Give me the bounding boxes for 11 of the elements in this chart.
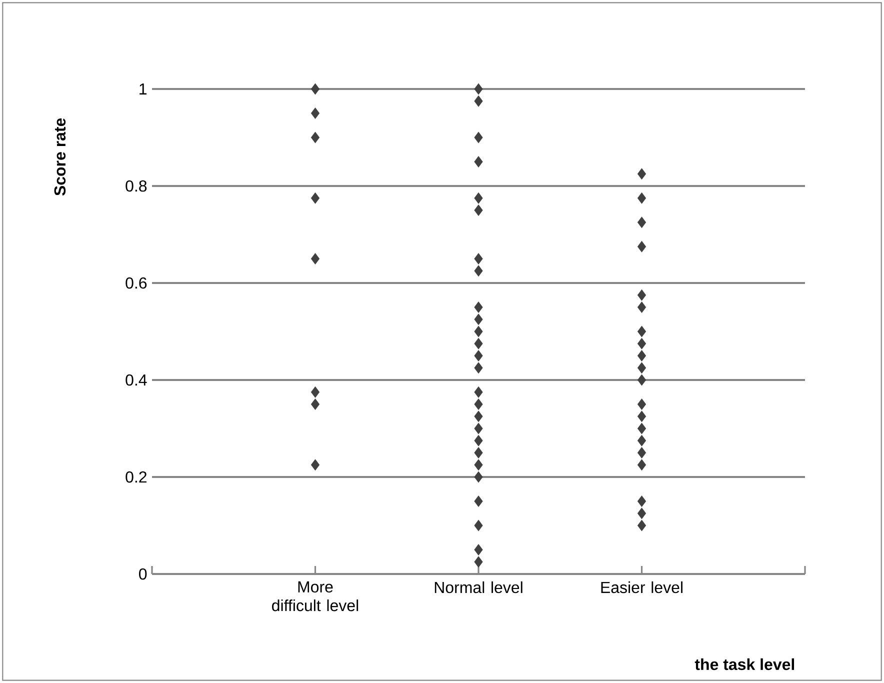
x-tick-label: Easier level [601,581,682,594]
y-tick-label: 0 [139,568,147,580]
y-tick-label: 0.4 [126,374,147,386]
y-tick-label: 0.6 [126,277,147,289]
y-axis-title: Score rate [54,118,66,196]
x-tick-label: Normal level [434,581,522,594]
x-tick-label: More difficult level [272,581,358,612]
y-tick-label: 1 [140,84,147,95]
x-axis-title: the task level [694,658,794,670]
y-tick-label: 0.2 [126,471,146,483]
y-tick-label: 0.8 [126,180,147,192]
